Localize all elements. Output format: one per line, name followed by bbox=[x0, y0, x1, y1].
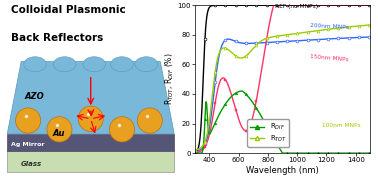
Text: 100nm MNPs: 100nm MNPs bbox=[322, 122, 360, 127]
Ellipse shape bbox=[111, 57, 133, 72]
Circle shape bbox=[47, 117, 72, 142]
Text: 150nm MNPs: 150nm MNPs bbox=[310, 54, 349, 62]
Text: Colloidal Plasmonic: Colloidal Plasmonic bbox=[11, 5, 125, 15]
X-axis label: Wavelength (nm): Wavelength (nm) bbox=[246, 166, 319, 175]
Text: 200nm MNPs: 200nm MNPs bbox=[310, 23, 349, 30]
Polygon shape bbox=[7, 62, 174, 134]
Circle shape bbox=[137, 108, 163, 133]
Text: Ag Mirror: Ag Mirror bbox=[11, 142, 44, 147]
Text: AZO: AZO bbox=[25, 92, 44, 100]
Text: REF (no MNPs): REF (no MNPs) bbox=[275, 4, 318, 9]
Bar bbox=[7, 134, 174, 151]
Bar bbox=[7, 150, 174, 172]
Text: Glass: Glass bbox=[21, 161, 42, 167]
Text: Au: Au bbox=[53, 129, 65, 138]
Circle shape bbox=[78, 106, 103, 131]
Ellipse shape bbox=[135, 57, 158, 72]
Circle shape bbox=[15, 108, 41, 133]
Y-axis label: R$_{TOT}$, R$_{DIF}$ (%): R$_{TOT}$, R$_{DIF}$ (%) bbox=[163, 53, 176, 105]
Ellipse shape bbox=[83, 57, 105, 72]
Text: Back Reflectors: Back Reflectors bbox=[11, 33, 103, 43]
Ellipse shape bbox=[24, 57, 46, 72]
Circle shape bbox=[110, 117, 135, 142]
Ellipse shape bbox=[53, 57, 76, 72]
Legend: R$_{DIF}$, R$_{TOT}$: R$_{DIF}$, R$_{TOT}$ bbox=[247, 119, 290, 147]
